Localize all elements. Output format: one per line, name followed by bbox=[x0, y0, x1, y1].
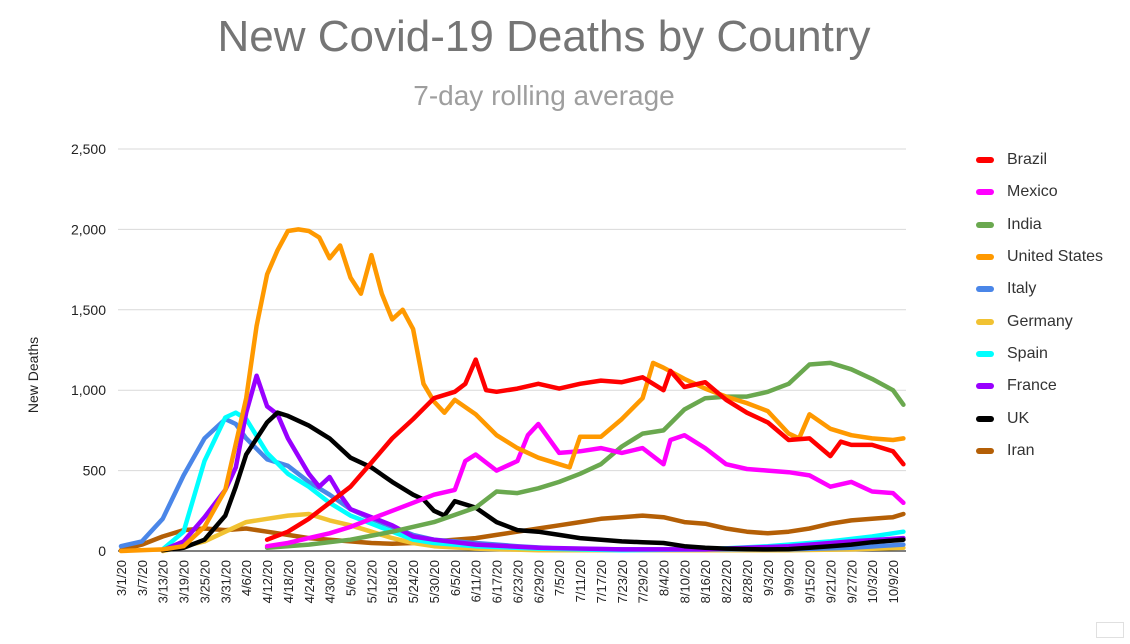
x-tick-label: 9/3/20 bbox=[761, 560, 776, 596]
legend-item: France bbox=[976, 370, 1126, 402]
x-tick-label: 5/30/20 bbox=[427, 560, 442, 603]
series-line-france bbox=[160, 373, 906, 553]
legend-swatch bbox=[976, 286, 994, 293]
x-tick-label: 6/11/20 bbox=[469, 560, 484, 602]
x-tick-label: 4/18/20 bbox=[281, 560, 296, 603]
x-tick-label: 3/31/20 bbox=[218, 560, 233, 603]
y-tick-label: 2,000 bbox=[71, 221, 106, 237]
y-tick-label: 0 bbox=[98, 543, 106, 559]
x-tick-label: 8/22/20 bbox=[719, 560, 734, 603]
corner-box bbox=[1096, 622, 1124, 638]
legend-label: Spain bbox=[1007, 344, 1048, 362]
x-tick-label: 4/6/20 bbox=[239, 560, 254, 596]
legend-item: Mexico bbox=[976, 176, 1126, 208]
legend-swatch bbox=[976, 415, 994, 422]
series-line-uk bbox=[160, 410, 906, 553]
x-tick-label: 5/6/20 bbox=[344, 560, 359, 596]
series-lines bbox=[118, 227, 906, 554]
x-tick-label: 9/21/20 bbox=[823, 560, 838, 603]
x-tick-label: 5/24/20 bbox=[406, 560, 421, 603]
legend-swatch bbox=[976, 254, 994, 261]
x-tick-label: 10/3/20 bbox=[865, 560, 880, 603]
x-tick-label: 4/30/20 bbox=[323, 560, 338, 603]
x-tick-label: 6/5/20 bbox=[448, 560, 463, 596]
y-tick-label: 1,000 bbox=[71, 382, 106, 398]
legend-swatch bbox=[976, 383, 994, 390]
legend-label: India bbox=[1007, 215, 1042, 233]
x-tick-label: 6/17/20 bbox=[490, 560, 505, 603]
x-tick-label: 7/17/20 bbox=[594, 560, 609, 603]
x-tick-label: 8/28/20 bbox=[740, 560, 755, 603]
legend-item: Iran bbox=[976, 435, 1126, 467]
x-tick-label: 9/15/20 bbox=[803, 560, 818, 603]
legend-item: Italy bbox=[976, 273, 1126, 305]
series-line-brazil bbox=[264, 357, 906, 542]
x-tick-label: 6/23/20 bbox=[510, 560, 525, 603]
x-tick-label: 7/29/20 bbox=[636, 560, 651, 603]
legend-swatch bbox=[976, 157, 994, 164]
x-tick-label: 7/11/20 bbox=[573, 560, 588, 602]
legend-item: United States bbox=[976, 241, 1126, 273]
legend-label: Germany bbox=[1007, 312, 1073, 330]
legend-label: Mexico bbox=[1007, 183, 1058, 201]
x-tick-label: 8/10/20 bbox=[677, 560, 692, 603]
series-line-united-states bbox=[118, 227, 906, 554]
x-tick-label: 3/25/20 bbox=[197, 560, 212, 603]
x-tick-label: 7/5/20 bbox=[552, 560, 567, 596]
legend-item: Spain bbox=[976, 338, 1126, 370]
x-tick-label: 7/23/20 bbox=[615, 560, 630, 603]
x-tick-label: 9/27/20 bbox=[844, 560, 859, 603]
legend-item: UK bbox=[976, 402, 1126, 434]
legend-swatch bbox=[976, 221, 994, 228]
x-tick-label: 8/16/20 bbox=[698, 560, 713, 603]
legend-label: Brazil bbox=[1007, 151, 1048, 169]
x-tick-labels: 3/1/20 3/7/20 3/13/20 3/19/20 3/25/20 3/31/20… bbox=[114, 560, 901, 603]
legend-item: Germany bbox=[976, 305, 1126, 337]
legend-label: Italy bbox=[1007, 280, 1037, 298]
x-tick-label: 8/4/20 bbox=[656, 560, 671, 596]
legend-label: United States bbox=[1007, 248, 1104, 266]
legend-swatch bbox=[976, 189, 994, 196]
legend-item: India bbox=[976, 209, 1126, 241]
legend-swatch bbox=[976, 350, 994, 357]
x-tick-label: 3/1/20 bbox=[114, 560, 129, 596]
x-tick-label: 10/9/20 bbox=[886, 560, 901, 603]
legend: Brazil Mexico India United States Italy Germa… bbox=[976, 144, 1126, 467]
chart-subtitle: 7-day rolling average bbox=[413, 80, 675, 111]
x-tick-label: 4/12/20 bbox=[260, 560, 275, 603]
legend-label: Iran bbox=[1007, 441, 1035, 459]
series-line-mexico bbox=[264, 421, 906, 549]
legend-swatch bbox=[976, 447, 994, 454]
x-tick-label: 3/7/20 bbox=[135, 560, 150, 596]
legend-label: France bbox=[1007, 377, 1057, 395]
x-tick-label: 5/12/20 bbox=[364, 560, 379, 603]
x-tick-label: 3/13/20 bbox=[156, 560, 171, 603]
chart-title: New Covid-19 Deaths by Country bbox=[217, 12, 871, 61]
x-tick-label: 6/29/20 bbox=[531, 560, 546, 603]
legend-swatch bbox=[976, 318, 994, 325]
y-tick-labels: 0 500 1,000 1,500 2,000 2,500 bbox=[71, 141, 106, 559]
legend-label: UK bbox=[1007, 409, 1030, 427]
legend-item: Brazil bbox=[976, 144, 1126, 176]
y-tick-label: 500 bbox=[83, 463, 107, 479]
x-tick-label: 9/9/20 bbox=[782, 560, 797, 596]
y-tick-label: 1,500 bbox=[71, 302, 106, 318]
y-tick-label: 2,500 bbox=[71, 141, 106, 157]
x-tick-label: 3/19/20 bbox=[177, 560, 192, 603]
x-tick-label: 5/18/20 bbox=[385, 560, 400, 603]
series-line-india bbox=[264, 360, 906, 551]
x-tick-label: 4/24/20 bbox=[302, 560, 317, 603]
